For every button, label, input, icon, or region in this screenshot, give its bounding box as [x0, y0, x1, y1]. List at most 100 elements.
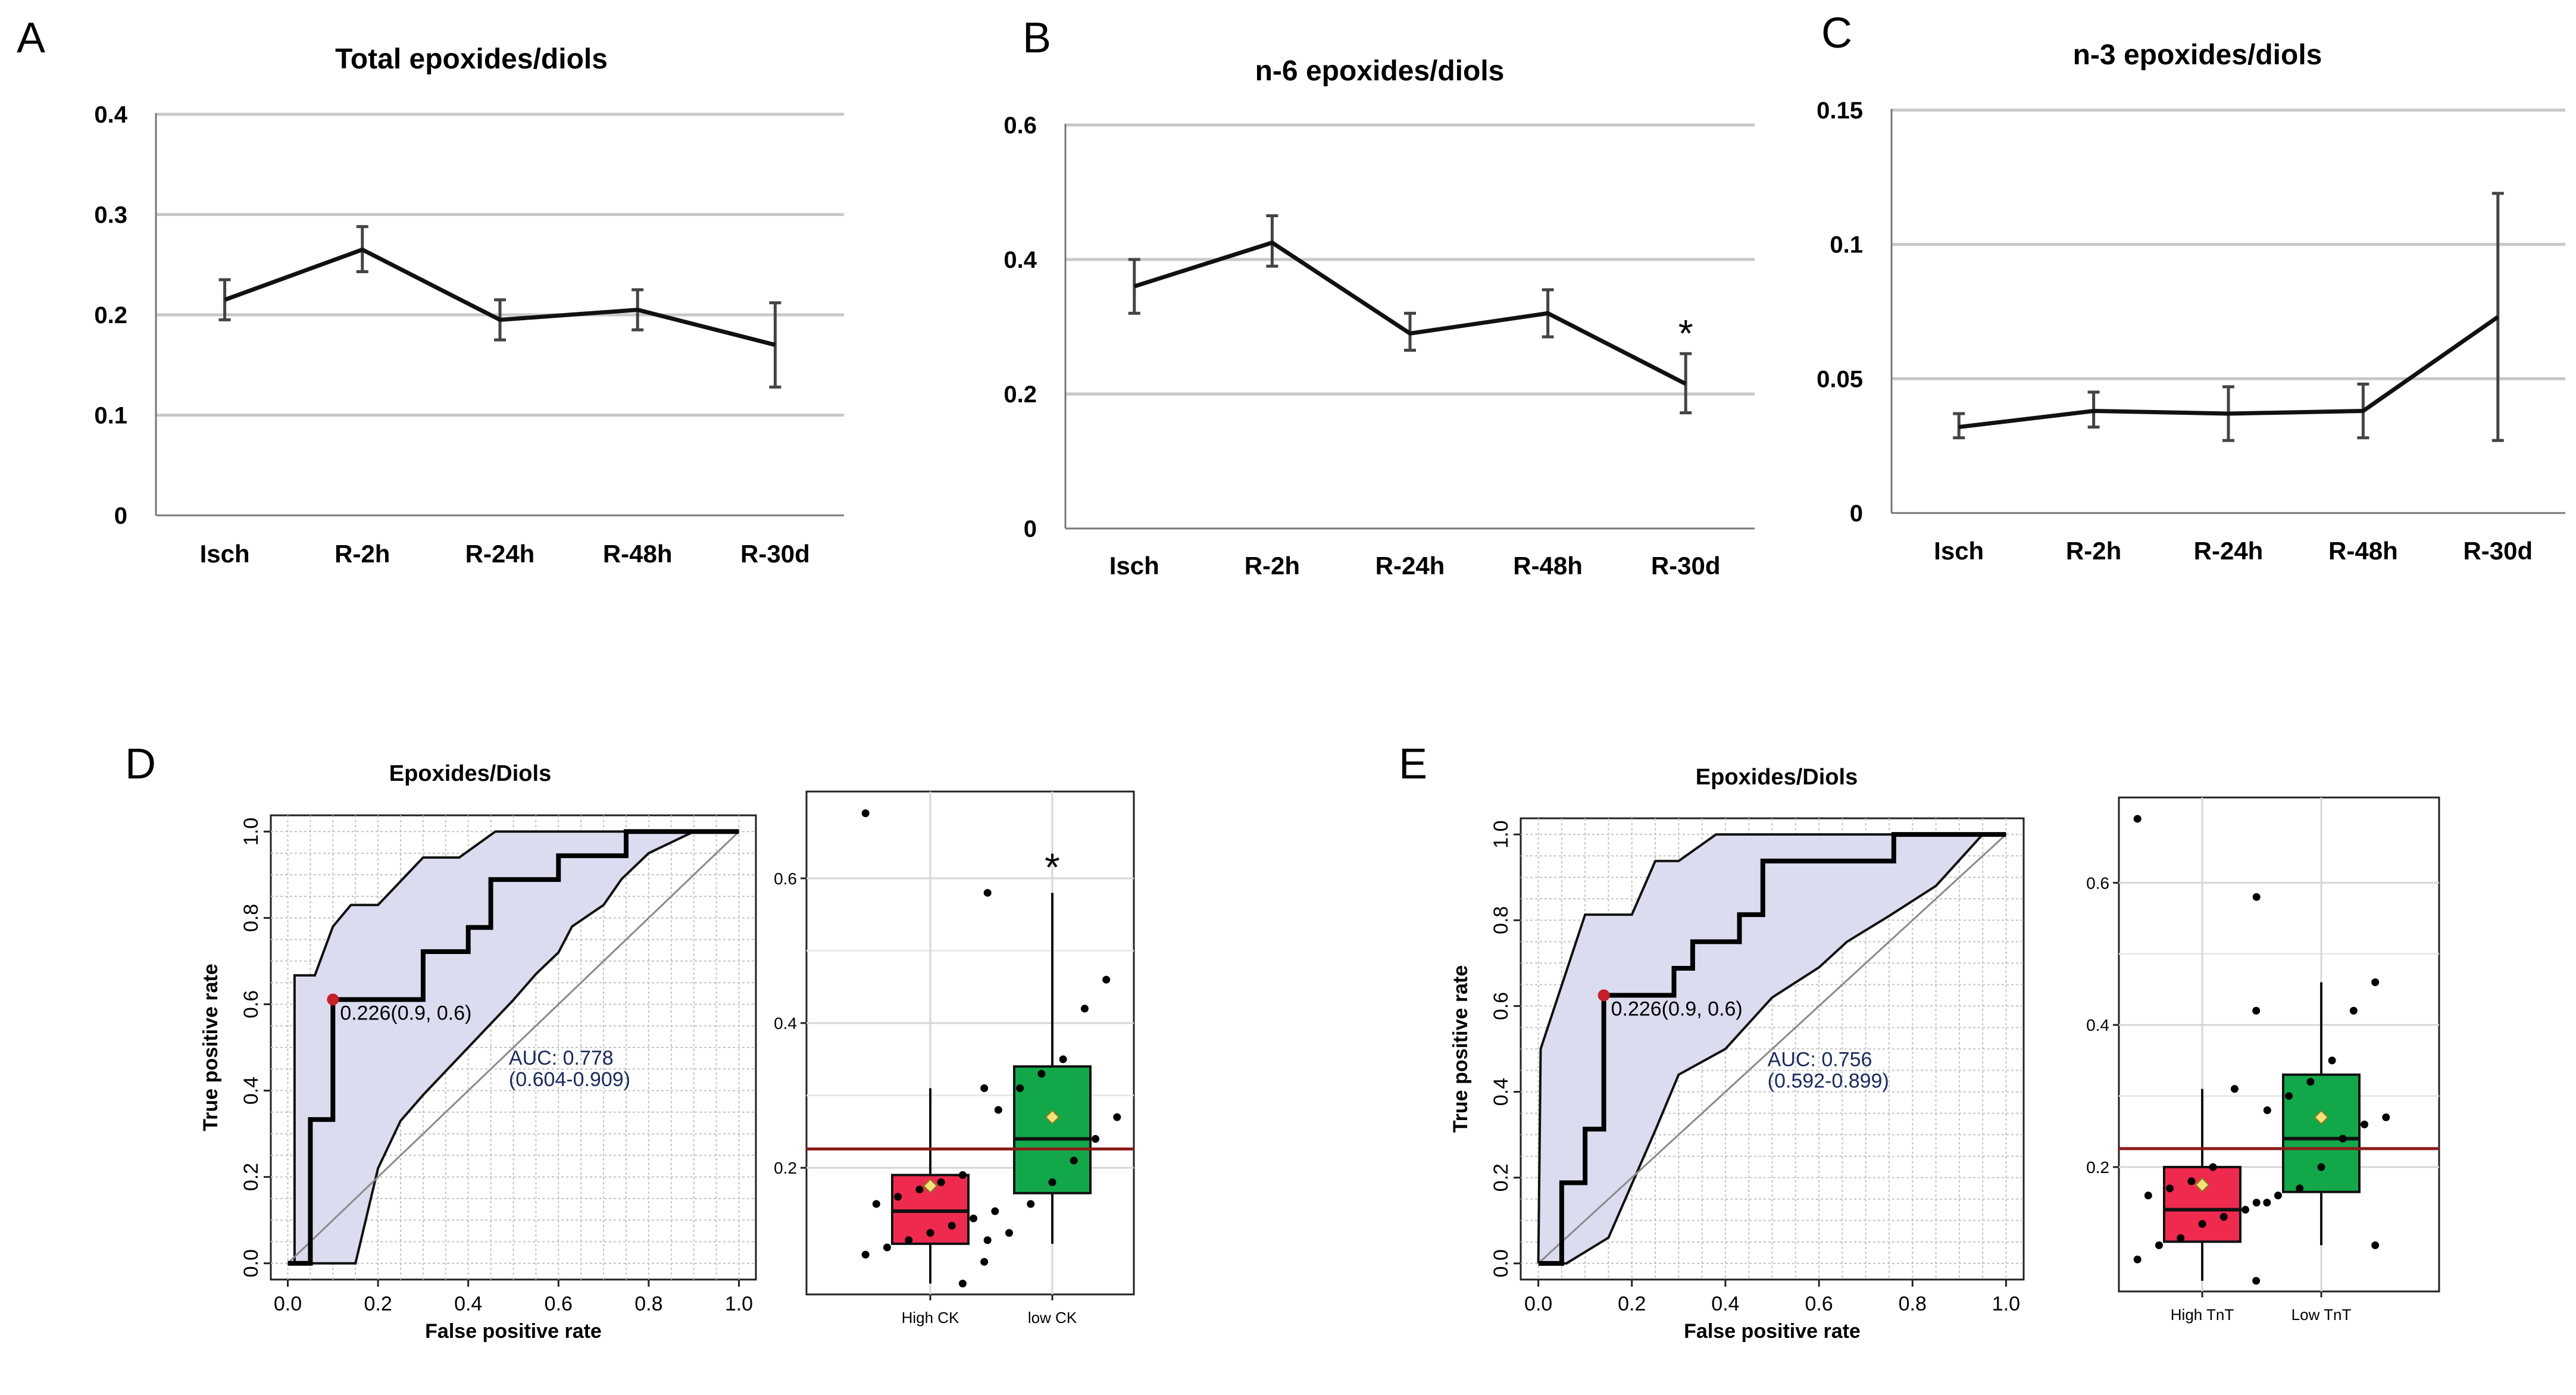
y-tick-label: 0.0: [240, 1249, 262, 1277]
data-point: [1070, 1156, 1078, 1165]
data-point: [1092, 1135, 1100, 1143]
y-tick-label: 0.05: [1817, 366, 1863, 392]
x-tick-label: 0.2: [1618, 1293, 1646, 1315]
data-point: [1102, 975, 1111, 984]
data-point: [2382, 1113, 2390, 1121]
chart-title: n-6 epoxides/diols: [1255, 55, 1505, 87]
mean-marker: [2194, 1177, 2210, 1193]
data-point: [958, 1280, 967, 1288]
data-point: [994, 1106, 1002, 1114]
data-point: [861, 1250, 870, 1259]
x-tick-label: Low TnT: [2291, 1306, 2352, 1324]
data-point: [1080, 1005, 1089, 1013]
x-tick-label: 0.4: [1711, 1293, 1739, 1315]
y-tick-label: 0.4: [1003, 247, 1037, 273]
y-tick-label: 0.15: [1817, 98, 1863, 124]
y-axis-label: True positive rate: [199, 964, 222, 1131]
y-tick-label: 0.2: [774, 1159, 797, 1177]
x-tick-label: R-30d: [2463, 537, 2533, 565]
chart-title: Epoxides/Diols: [1696, 765, 1858, 790]
y-tick-label: 0.6: [1003, 112, 1037, 139]
data-point: [2339, 1134, 2347, 1143]
data-point: [2209, 1163, 2217, 1171]
x-tick-label: R-2h: [334, 540, 390, 568]
box: [1013, 1065, 1092, 1194]
cutpoint-label: 0.226(0.9, 0.6): [340, 1002, 471, 1024]
y-tick-label: 0.2: [1003, 381, 1037, 408]
line-chart-c: n-3 epoxides/diols 0 0.05 0.1 0.15 Isch R-2h R-…: [1817, 39, 2565, 565]
band-lower-line: [1538, 833, 1984, 1265]
data-point: [883, 1243, 891, 1252]
x-tick-label: R-48h: [603, 540, 673, 568]
data-point: [983, 1236, 992, 1244]
x-tick-label: 0.0: [1524, 1293, 1552, 1315]
band-upper-line: [287, 830, 739, 1265]
data-point: [983, 889, 992, 897]
x-tick-label: Isch: [1934, 537, 1984, 565]
panel-label-d: D: [125, 740, 156, 788]
data-point: [2371, 1241, 2380, 1249]
x-tick-label: 1.0: [1992, 1293, 2020, 1315]
chart-title: n-3 epoxides/diols: [2073, 39, 2322, 71]
y-tick-label: 0.4: [94, 102, 127, 128]
data-point: [2144, 1191, 2152, 1200]
data-point: [2296, 1184, 2304, 1193]
data-point: [2263, 1199, 2271, 1207]
data-point: [861, 809, 870, 817]
mean-marker: [1045, 1109, 1060, 1125]
x-tick-label: Isch: [1109, 552, 1159, 580]
data-point: [915, 1186, 924, 1194]
data-point: [2263, 1106, 2271, 1114]
y-tick-label: 0.2: [240, 1163, 262, 1191]
data-point: [2328, 1056, 2336, 1065]
data-point: [2285, 1092, 2293, 1100]
series-line: [224, 247, 776, 347]
data-point: [2187, 1177, 2196, 1186]
y-tick-label: 0.4: [2086, 1016, 2109, 1034]
cutpoint-label: 0.226(0.9, 0.6): [1611, 997, 1743, 1020]
y-tick-label: 0.8: [240, 904, 262, 932]
data-point: [2317, 1163, 2325, 1171]
series-line: [1958, 315, 2499, 430]
x-tick-label: R-2h: [2066, 537, 2121, 565]
data-point: [1005, 1229, 1013, 1237]
x-tick-label: low CK: [1028, 1309, 1077, 1327]
x-tick-label: 0.6: [545, 1293, 573, 1315]
data-point: [2274, 1191, 2282, 1200]
x-tick-label: R-24h: [2194, 537, 2264, 565]
confidence-band: [287, 831, 739, 1263]
data-point: [2252, 1277, 2261, 1285]
data-point: [2252, 893, 2261, 901]
y-tick-label: 0: [1024, 516, 1037, 542]
data-point: [2177, 1234, 2185, 1242]
x-tick-label: 0.8: [1899, 1293, 1927, 1315]
y-tick-label: 0.2: [1490, 1163, 1512, 1191]
x-tick-label: R-30d: [740, 540, 810, 568]
box: [2282, 1073, 2361, 1193]
data-point: [905, 1236, 913, 1244]
x-tick-label: R-48h: [2328, 537, 2398, 565]
line-chart-b: n-6 epoxides/diols 0 0.2 0.4 0.6 Isch R-2h R-24…: [1003, 55, 1755, 580]
diagonal-line: [1537, 834, 2007, 1264]
data-point: [2242, 1206, 2250, 1214]
data-point: [1048, 1178, 1056, 1187]
x-tick-label: High CK: [902, 1309, 959, 1327]
data-point: [2306, 1078, 2315, 1086]
chart-title: Total epoxides/diols: [335, 43, 608, 75]
x-tick-label: 0.4: [454, 1293, 482, 1315]
y-tick-label: 0.2: [2086, 1158, 2109, 1177]
y-tick-label: 0: [1850, 501, 1863, 527]
y-tick-label: 0.4: [774, 1014, 797, 1033]
data-point: [2133, 1255, 2142, 1263]
y-tick-label: 0.1: [1830, 232, 1863, 258]
y-tick-label: 1.0: [240, 818, 262, 846]
data-point: [2219, 1213, 2228, 1221]
data-point: [2155, 1241, 2163, 1249]
data-point: [894, 1193, 902, 1201]
auc-ci-label: (0.604-0.909): [509, 1068, 630, 1091]
data-point: [980, 1258, 989, 1266]
x-tick-label: 0.0: [274, 1293, 302, 1315]
data-point: [970, 1214, 978, 1222]
x-tick-label: R-48h: [1513, 552, 1583, 580]
